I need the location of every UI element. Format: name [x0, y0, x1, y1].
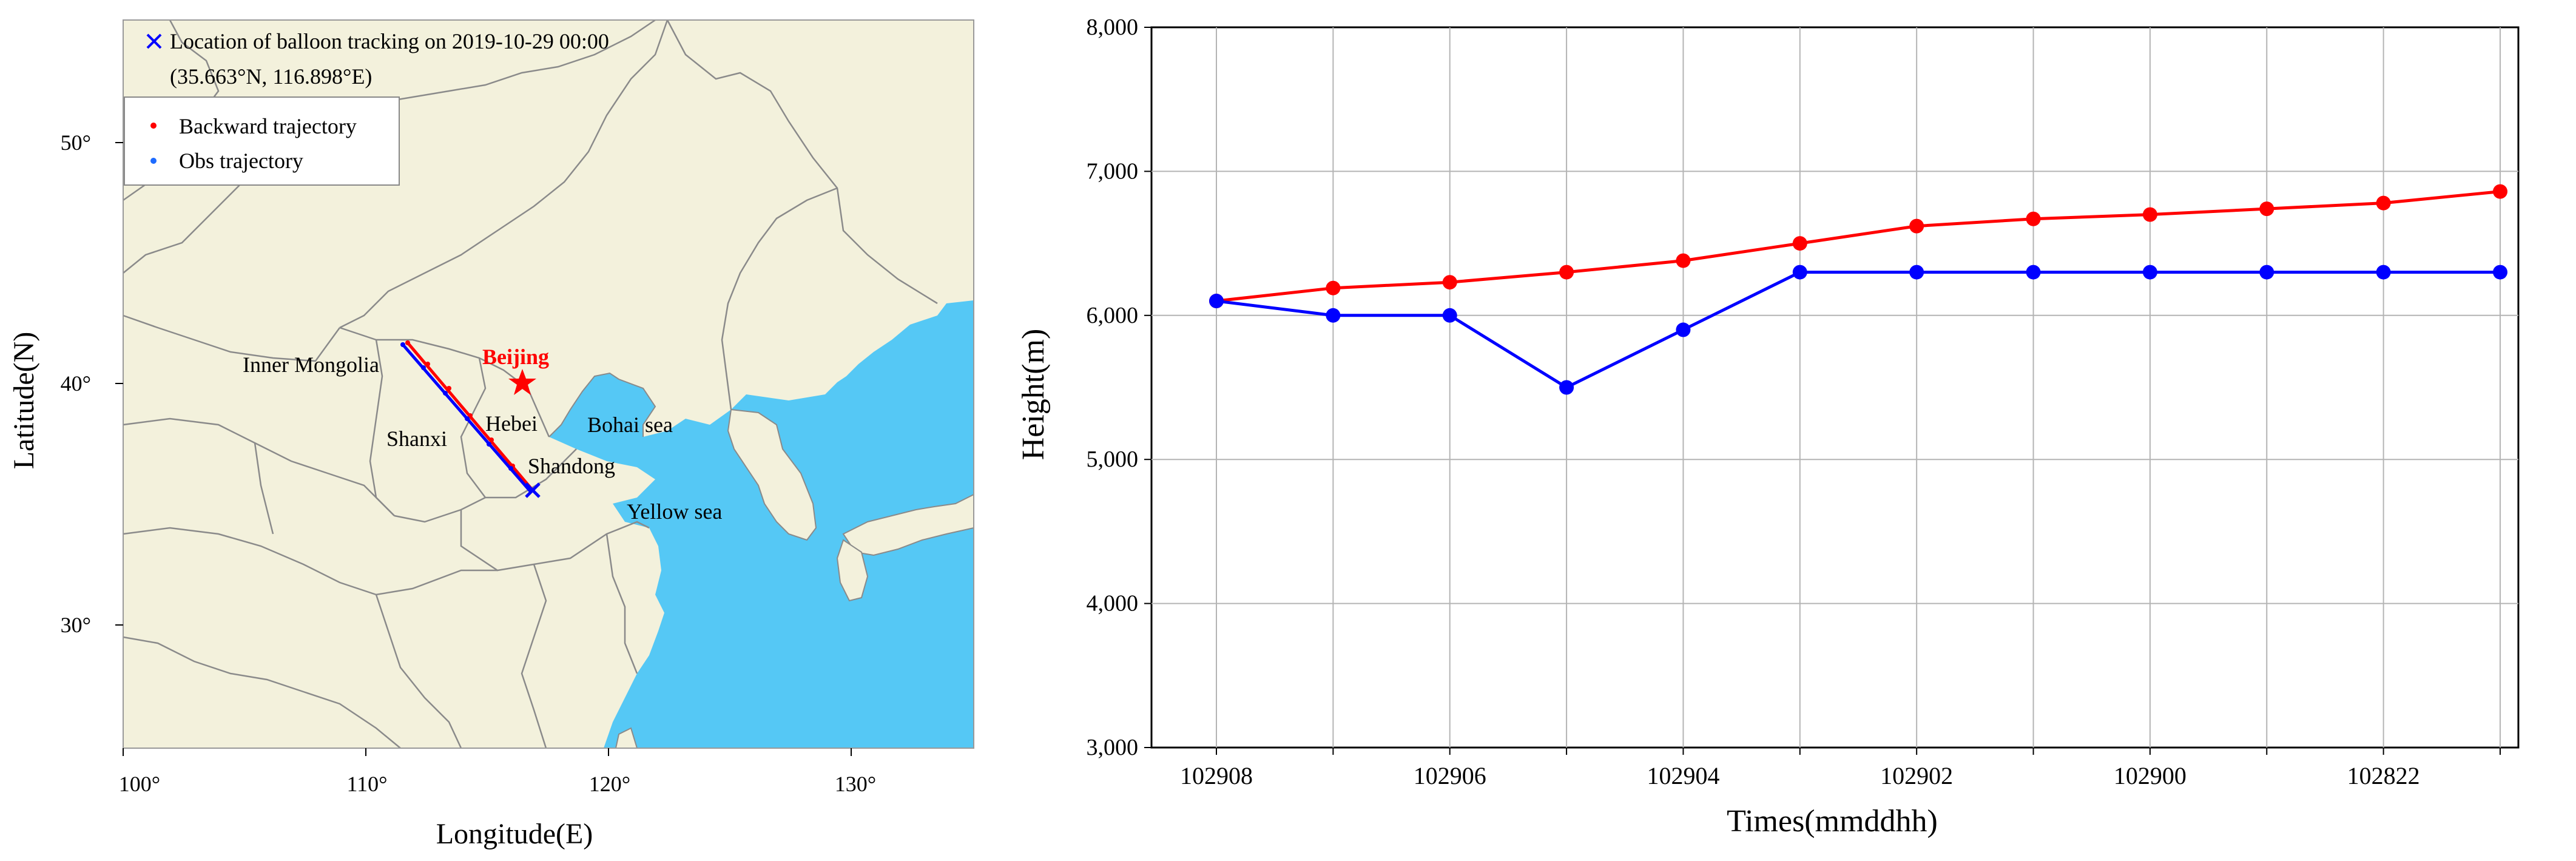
- chart-x-axis-label: Times(mmddhh): [1727, 804, 1938, 839]
- series-1-point: [1676, 322, 1691, 337]
- series-line-1: [1216, 271, 2500, 390]
- map-kyushu: [836, 539, 869, 602]
- map-korea: [727, 408, 817, 541]
- series-1-point: [2142, 265, 2157, 280]
- x-tick-label: 102902: [1880, 762, 1953, 789]
- legend-backward-marker: [150, 123, 157, 129]
- x-tick-label: 102904: [1647, 762, 1719, 789]
- map-ytick-30: 30°: [61, 613, 91, 637]
- map-sea: [549, 300, 974, 748]
- series-0-point: [2026, 211, 2041, 226]
- chart-y-axis-label: Height(m): [1016, 329, 1051, 461]
- chart-series: [1209, 184, 2507, 395]
- legend-obs-label: Obs trajectory: [179, 149, 303, 173]
- series-0-point: [2376, 195, 2391, 211]
- x-tick-label: 102900: [2114, 762, 2187, 789]
- map-xtick-100: 100°: [119, 772, 160, 796]
- legend-backward-label: Backward trajectory: [179, 114, 357, 138]
- map-title-line2: (35.663°N, 116.898°E): [170, 64, 372, 89]
- obs-trajectory: [400, 342, 533, 494]
- chart-x-ticks: 102908 102906 102904 102902 102900 102822: [1180, 748, 2501, 789]
- label-beijing: Beijing: [482, 345, 549, 369]
- map-coastline: [548, 372, 656, 437]
- map-xtick-110: 110°: [346, 772, 387, 796]
- map-borders: [123, 19, 938, 749]
- series-1-point: [2493, 265, 2507, 280]
- y-tick-label: 7,000: [1087, 158, 1139, 184]
- label-shandong: Shandong: [528, 454, 615, 478]
- chart-y-ticks: 3,000 4,000 5,000 6,000 7,000 8,000: [1087, 15, 1151, 760]
- label-inner-mongolia: Inner Mongolia: [243, 353, 379, 377]
- series-0-point: [2259, 201, 2274, 217]
- y-tick-label: 8,000: [1087, 15, 1139, 40]
- map-panel: Inner Mongolia Beijing Shanxi Hebei Boha…: [8, 19, 974, 850]
- label-yellow-sea: Yellow sea: [627, 499, 722, 524]
- map-legend: Backward trajectory Obs trajectory: [124, 96, 400, 186]
- series-0-point: [1792, 236, 1807, 251]
- map-xtick-120: 120°: [589, 772, 630, 796]
- chart-grid: [1151, 27, 2518, 748]
- balloon-location-marker: [525, 482, 541, 498]
- series-1-point: [1792, 265, 1807, 280]
- label-shanxi: Shanxi: [386, 427, 447, 451]
- y-tick-label: 4,000: [1087, 591, 1139, 616]
- map-y-axis-label: Latitude(N): [8, 332, 40, 470]
- beijing-star-icon: [508, 369, 536, 395]
- x-tick-label: 102906: [1414, 762, 1486, 789]
- series-0-point: [1559, 265, 1574, 280]
- series-1-point: [1442, 308, 1457, 323]
- series-1-point: [2026, 265, 2041, 280]
- series-line-0: [1216, 190, 2501, 303]
- series-0-point: [1442, 275, 1457, 290]
- y-tick-label: 6,000: [1087, 303, 1139, 328]
- series-0-point: [1326, 280, 1341, 295]
- x-tick-label: 102908: [1180, 762, 1253, 789]
- series-0-point: [2493, 184, 2507, 199]
- map-ytick-40: 40°: [61, 371, 91, 396]
- series-1-point: [2259, 265, 2274, 280]
- series-0-point: [1676, 253, 1691, 268]
- y-tick-label: 3,000: [1087, 735, 1139, 760]
- legend-obs-marker: [150, 158, 157, 164]
- backward-trajectory: [405, 340, 534, 491]
- series-1-point: [1909, 265, 1924, 280]
- series-0-point: [2142, 207, 2157, 222]
- map-x-axis-label: Longitude(E): [436, 818, 593, 850]
- map-x-ticks: [123, 748, 852, 756]
- y-tick-label: 5,000: [1087, 447, 1139, 472]
- series-0-point: [1909, 218, 1924, 234]
- series-1-point: [2376, 265, 2391, 280]
- map-ytick-50: 50°: [61, 130, 91, 155]
- x-tick-label: 102822: [2347, 762, 2420, 789]
- map-title-line1: Location of balloon tracking on 2019-10-…: [170, 29, 609, 53]
- series-1-point: [1209, 294, 1224, 309]
- series-1-point: [1326, 308, 1341, 323]
- map-title-x-icon: [146, 33, 162, 49]
- label-bohai-sea: Bohai sea: [587, 413, 673, 437]
- series-1-point: [1559, 380, 1574, 395]
- map-y-ticks: [115, 142, 123, 626]
- label-hebei: Hebei: [485, 411, 538, 436]
- map-xtick-130: 130°: [835, 772, 876, 796]
- chart-plot-area: [1150, 26, 2520, 749]
